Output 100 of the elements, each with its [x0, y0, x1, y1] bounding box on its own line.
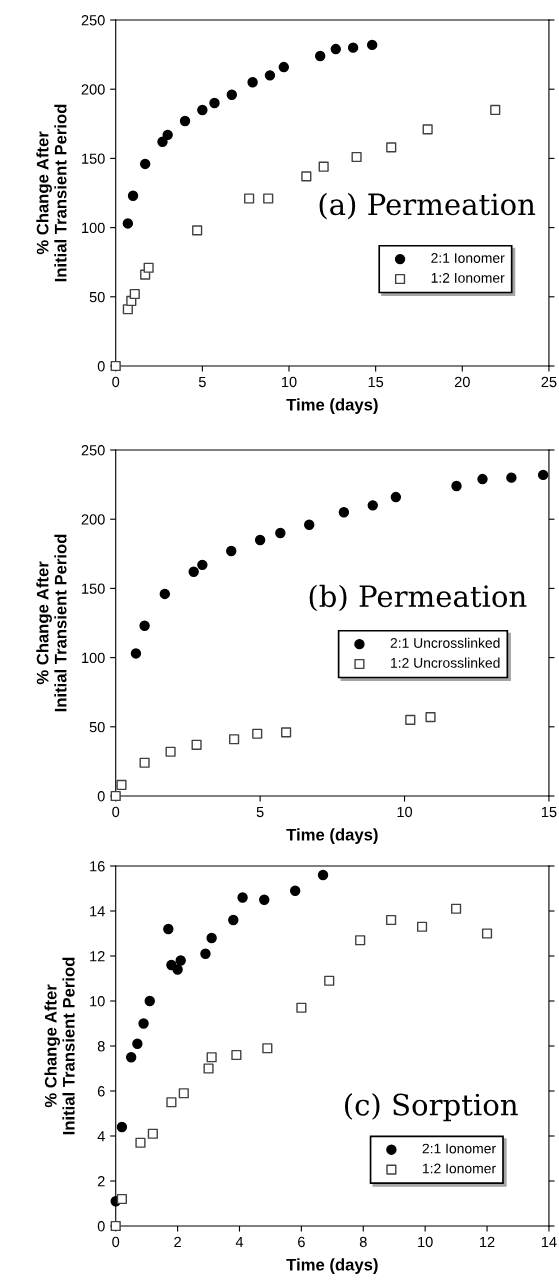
point	[122, 218, 134, 229]
point	[481, 928, 493, 939]
point	[416, 921, 428, 932]
x-axis-title: Time (days)	[286, 398, 378, 414]
y-tick-label: 0	[97, 361, 105, 372]
point	[278, 61, 289, 73]
point	[264, 70, 276, 81]
point	[178, 1088, 189, 1099]
point	[451, 480, 462, 492]
x-tick-label: 5	[198, 376, 206, 388]
x-tick-label: 0	[112, 376, 120, 388]
point	[116, 779, 127, 791]
x-axis-title: Time (days)	[286, 1258, 378, 1274]
point	[206, 1052, 217, 1063]
y-axis-title: % Change After Initial Transient Period	[36, 534, 67, 712]
y-tick-label: 200	[81, 514, 105, 525]
x-tick-label: 10	[397, 806, 413, 818]
y-tick-label: 8	[97, 1041, 105, 1052]
point	[317, 869, 329, 881]
point	[318, 161, 329, 172]
y-tick-label: 250	[81, 445, 105, 456]
point	[159, 588, 171, 600]
point	[330, 43, 341, 55]
legend-label: 1:2 Ionomer	[423, 1163, 496, 1174]
point	[197, 559, 208, 571]
point	[110, 790, 121, 802]
point	[301, 171, 312, 182]
y-tick-label: 50	[89, 291, 105, 303]
legend-label: 1:2 Uncrosslinked	[391, 657, 500, 668]
x-tick-label: 15	[368, 376, 384, 388]
point	[315, 50, 326, 62]
point	[226, 89, 238, 100]
annotation: (b) Permeation	[309, 584, 527, 612]
x-tick-label: 10	[282, 376, 297, 388]
point	[139, 620, 150, 631]
point	[506, 472, 517, 483]
point	[229, 734, 240, 745]
point	[490, 104, 501, 116]
point	[163, 923, 174, 935]
point	[252, 728, 263, 739]
point	[338, 507, 350, 518]
point	[386, 142, 397, 153]
point	[200, 948, 211, 959]
point	[206, 932, 217, 944]
y-tick-label: 100	[82, 652, 105, 664]
point	[165, 746, 176, 757]
point	[175, 955, 186, 966]
y-tick-label: 0	[97, 791, 105, 802]
x-axis-title: Time (days)	[286, 828, 378, 844]
y-tick-label: 14	[90, 906, 105, 917]
point	[209, 97, 220, 109]
point	[537, 469, 549, 481]
point	[116, 1121, 128, 1133]
point	[231, 1049, 242, 1061]
point	[405, 714, 416, 725]
legend-label: 1:2 Ionomer	[431, 272, 505, 283]
point	[132, 1038, 143, 1049]
point	[386, 914, 397, 926]
y-tick-label: 150	[82, 153, 105, 164]
point	[226, 545, 237, 557]
y-tick-label: 200	[81, 84, 105, 95]
y-axis-title: % Change After Initial Transient Period	[44, 957, 75, 1135]
y-axis-title: % Change After Initial Transient Period	[36, 104, 67, 282]
point	[275, 527, 286, 539]
point	[130, 648, 142, 659]
point	[147, 1128, 158, 1139]
point	[179, 115, 191, 127]
x-tick-label: 25	[541, 376, 557, 388]
point	[355, 935, 366, 946]
y-tick-label: 2	[97, 1176, 105, 1187]
point	[451, 903, 462, 914]
point	[192, 225, 203, 236]
point	[138, 1018, 149, 1029]
point	[143, 262, 154, 273]
y-tick-label: 16	[90, 861, 105, 872]
x-tick-label: 8	[359, 1236, 367, 1248]
x-tick-label: 20	[454, 376, 470, 388]
point	[247, 77, 258, 88]
point	[228, 914, 239, 926]
point	[425, 712, 436, 723]
point	[367, 500, 378, 511]
point	[127, 190, 139, 201]
point	[351, 151, 362, 163]
y-tick-label: 0	[97, 1221, 105, 1232]
point	[262, 1043, 273, 1054]
point	[172, 964, 183, 975]
x-tick-label: 15	[541, 806, 557, 818]
point	[281, 727, 292, 738]
x-tick-label: 0	[112, 1236, 120, 1248]
point	[197, 104, 208, 116]
point	[144, 995, 155, 1007]
point	[135, 1137, 146, 1148]
x-tick-label: 10	[418, 1236, 433, 1248]
point	[166, 1097, 177, 1108]
point	[259, 894, 270, 905]
point	[110, 1220, 121, 1232]
point	[157, 136, 168, 147]
y-tick-label: 10	[90, 996, 105, 1007]
point	[237, 892, 248, 903]
y-tick-label: 250	[81, 15, 105, 26]
